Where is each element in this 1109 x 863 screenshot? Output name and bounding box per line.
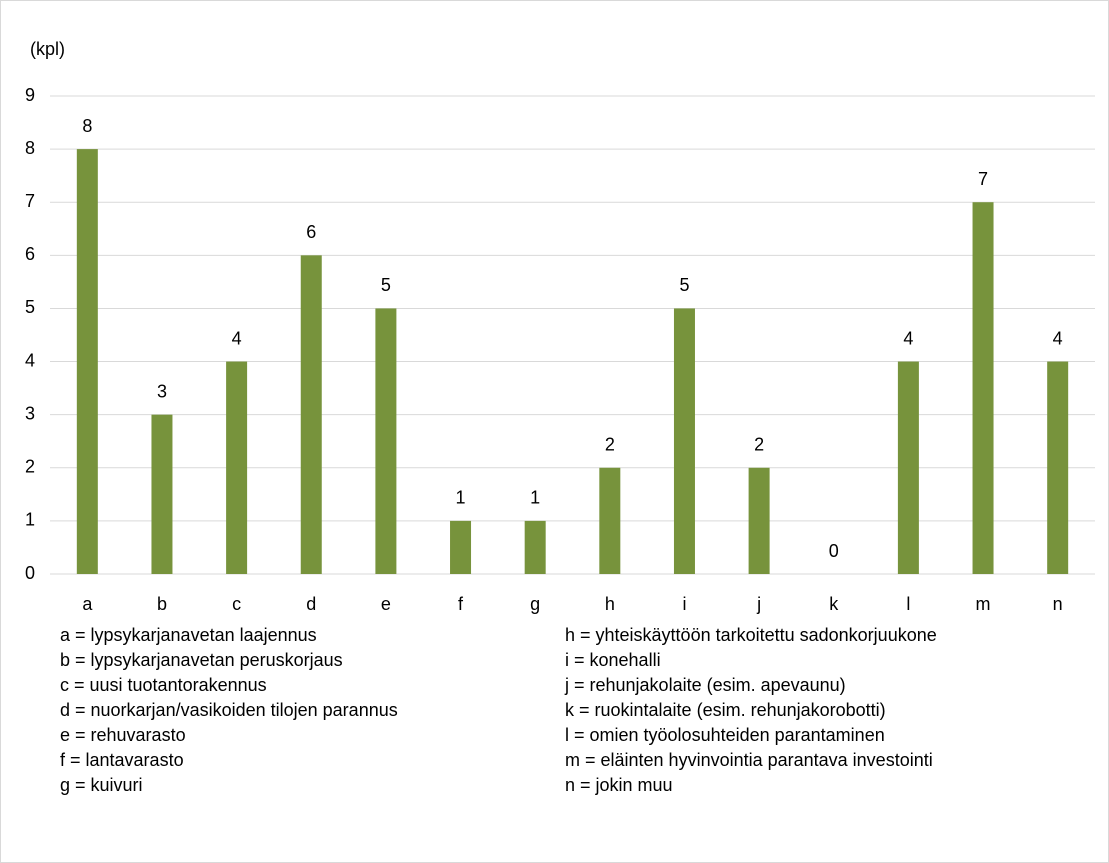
x-tick-label: k — [829, 594, 839, 614]
data-label: 4 — [1053, 328, 1063, 348]
data-label: 4 — [232, 328, 242, 348]
data-label: 4 — [903, 328, 913, 348]
legend-note: l = omien työolosuhteiden parantaminen — [565, 725, 885, 745]
legend-note: n = jokin muu — [565, 775, 673, 795]
data-label: 1 — [456, 488, 466, 508]
data-label: 8 — [82, 116, 92, 136]
bar — [226, 361, 248, 574]
y-tick-label: 7 — [25, 191, 35, 211]
legend-note: h = yhteiskäyttöön tarkoitettu sadonkorj… — [565, 625, 937, 645]
legend-note: m = eläinten hyvinvointia parantava inve… — [565, 750, 933, 770]
bar — [375, 308, 397, 574]
x-tick-label: d — [306, 594, 316, 614]
data-label: 7 — [978, 169, 988, 189]
legend-note: g = kuivuri — [60, 775, 143, 795]
legend-note: j = rehunjakolaite (esim. apevaunu) — [564, 675, 846, 695]
bar — [1047, 361, 1069, 574]
x-tick-label: h — [605, 594, 615, 614]
bar — [300, 255, 322, 575]
bar — [748, 467, 770, 574]
legend-note: k = ruokintalaite (esim. rehunjakorobott… — [565, 700, 886, 720]
x-tick-label: e — [381, 594, 391, 614]
data-label: 3 — [157, 381, 167, 401]
legend-note: b = lypsykarjanavetan peruskorjaus — [60, 650, 343, 670]
x-tick-label: m — [976, 594, 991, 614]
y-tick-label: 0 — [25, 563, 35, 583]
data-label: 0 — [829, 541, 839, 561]
legend-note: d = nuorkarjan/vasikoiden tilojen parann… — [60, 700, 398, 720]
y-axis-label: (kpl) — [30, 39, 65, 59]
x-tick-label: j — [756, 594, 761, 614]
legend-note: e = rehuvarasto — [60, 725, 186, 745]
y-tick-label: 2 — [25, 457, 35, 477]
bar — [450, 520, 472, 574]
y-tick-label: 9 — [25, 85, 35, 105]
data-label: 5 — [381, 275, 391, 295]
data-label: 2 — [754, 435, 764, 455]
bar — [151, 414, 173, 574]
bar — [897, 361, 919, 574]
y-tick-label: 6 — [25, 244, 35, 264]
x-tick-label: b — [157, 594, 167, 614]
data-label: 1 — [530, 488, 540, 508]
bar — [76, 149, 98, 574]
data-label: 5 — [679, 275, 689, 295]
x-tick-label: g — [530, 594, 540, 614]
legend-note: a = lypsykarjanavetan laajennus — [60, 625, 317, 645]
data-label: 2 — [605, 435, 615, 455]
y-tick-label: 5 — [25, 297, 35, 317]
x-tick-label: i — [682, 594, 686, 614]
x-tick-label: f — [458, 594, 464, 614]
x-tick-label: l — [906, 594, 910, 614]
x-tick-label: c — [232, 594, 241, 614]
x-tick-label: n — [1053, 594, 1063, 614]
y-tick-label: 8 — [25, 138, 35, 158]
bar — [524, 520, 546, 574]
legend-note: f = lantavarasto — [60, 750, 184, 770]
y-tick-label: 4 — [25, 350, 35, 370]
bar — [972, 202, 994, 574]
x-tick-label: a — [82, 594, 93, 614]
y-tick-label: 1 — [25, 510, 35, 530]
y-tick-label: 3 — [25, 403, 35, 423]
legend-note: i = konehalli — [565, 650, 661, 670]
legend-note: c = uusi tuotantorakennus — [60, 675, 267, 695]
bar — [599, 467, 621, 574]
bar — [673, 308, 695, 574]
data-label: 6 — [306, 222, 316, 242]
